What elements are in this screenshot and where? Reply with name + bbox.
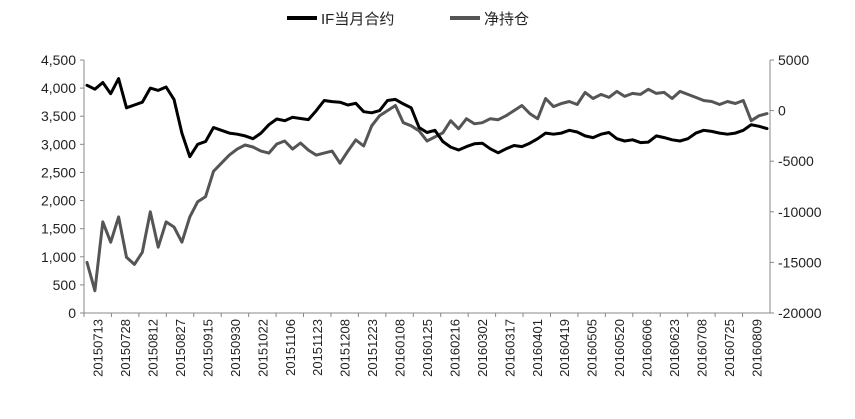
x-tick-label: 20160317 [502, 319, 517, 377]
x-tick-label: 20150812 [146, 319, 161, 377]
x-tick-label: 20150915 [200, 319, 215, 377]
left-y-tick-label: 3,000 [41, 136, 76, 152]
x-tick-label: 20160725 [722, 319, 737, 377]
right-y-tick-label: -20000 [778, 305, 822, 321]
x-tick-label: 20160606 [640, 319, 655, 377]
left-y-tick-label: 4,000 [41, 80, 76, 96]
x-tick-label: 20151223 [365, 319, 380, 377]
left-y-tick-label: 3,500 [41, 108, 76, 124]
x-tick-label: 20150930 [228, 319, 243, 377]
right-y-tick-label: -5000 [778, 153, 814, 169]
left-y-tick-label: 1,000 [41, 249, 76, 265]
left-y-tick-label: 0 [68, 305, 76, 321]
x-tick-label: 20150713 [91, 319, 106, 377]
right-y-tick-label: -10000 [778, 204, 822, 220]
series-line-if-contract [85, 77, 769, 159]
left-y-tick-label: 500 [53, 277, 77, 293]
x-tick-label: 20150827 [173, 319, 188, 377]
x-tick-label: 20151022 [255, 319, 270, 377]
x-tick-label: 20160401 [530, 319, 545, 377]
x-tick-label: 20160108 [393, 319, 408, 377]
left-y-tick-label: 4,500 [41, 52, 76, 68]
x-tick-label: 20160505 [585, 319, 600, 377]
axes: 0 500 1,000 1,500 2,000 2,500 3,000 3,500 4,000 4… [41, 52, 822, 377]
legend-label-net-position: 净持仓 [484, 11, 529, 28]
left-y-tick-label: 2,500 [41, 164, 76, 180]
left-y-tick-label: 1,500 [41, 221, 76, 237]
x-tick-label: 20150728 [118, 319, 133, 377]
x-tick-label: 20160708 [694, 319, 709, 377]
legend-label-if-contract: IF当月合约 [321, 11, 394, 28]
x-tick-label: 20160125 [420, 319, 435, 377]
x-tick-label: 20160809 [749, 319, 764, 377]
x-tick-label: 20160419 [557, 319, 572, 377]
right-y-tick-label: 0 [778, 103, 786, 119]
series-lines [85, 77, 769, 293]
x-tick-label: 20151208 [338, 319, 353, 377]
legend: IF当月合约 净持仓 [287, 11, 529, 28]
x-tick-label: 20160216 [447, 319, 462, 377]
left-y-tick-label: 2,000 [41, 193, 76, 209]
x-tick-label: 20151123 [310, 319, 325, 376]
x-tick-label: 20160302 [475, 319, 490, 377]
x-tick-label: 20160520 [612, 319, 627, 377]
x-tick-label: 20160623 [667, 319, 682, 377]
right-y-tick-label: -15000 [778, 254, 822, 270]
series-line-net-position [85, 87, 769, 293]
x-tick-label: 20151106 [283, 319, 298, 376]
right-y-tick-label: 5000 [778, 52, 809, 68]
